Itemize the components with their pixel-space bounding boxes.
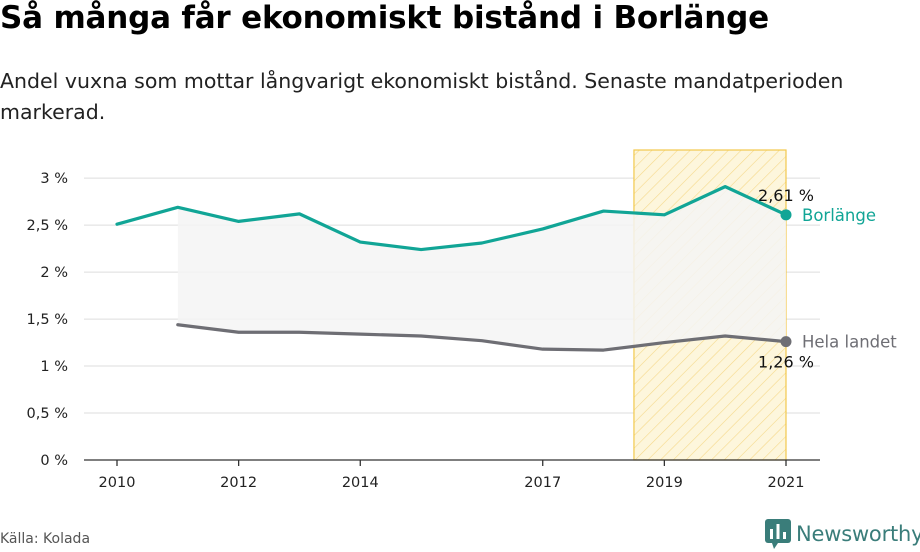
- brand-name: Newsworthy: [796, 522, 920, 546]
- x-tick-label: 2019: [646, 475, 683, 491]
- x-tick-label: 2021: [768, 475, 805, 491]
- newsworthy-logo-icon: [765, 519, 791, 549]
- series-end-point-1: [780, 336, 792, 348]
- series-end-point-0: [780, 209, 792, 221]
- series-line-0: [115, 185, 788, 252]
- chart-subtitle: Andel vuxna som mottar långvarigt ekonom…: [0, 69, 844, 124]
- series-name-label-0: Borlänge: [802, 206, 876, 225]
- x-tick-label: 2012: [220, 475, 257, 491]
- y-tick-label: 2 %: [40, 265, 68, 281]
- series-line-1: [176, 323, 788, 352]
- brand-logo: Newsworthy: [765, 519, 920, 549]
- y-tick-label: 1,5 %: [27, 312, 68, 328]
- x-tick-label: 2017: [524, 475, 561, 491]
- y-tick-label: 0 %: [40, 453, 68, 469]
- series-name-label-1: Hela landet: [802, 333, 897, 352]
- y-tick-label: 3 %: [40, 171, 68, 187]
- y-tick-label: 2,5 %: [27, 218, 68, 234]
- difference-band: [177, 186, 786, 351]
- series-value-label-1: 1,26 %: [758, 353, 814, 372]
- y-tick-label: 0,5 %: [27, 406, 68, 422]
- source-note: Källa: Kolada: [0, 531, 91, 547]
- series-value-label-0: 2,61 %: [758, 186, 814, 205]
- x-tick-label: 2014: [342, 475, 379, 491]
- y-tick-label: 1 %: [40, 359, 68, 375]
- chart-title: Så många får ekonomiskt bistånd i Borlän…: [0, 0, 769, 36]
- x-tick-label: 2010: [99, 475, 136, 491]
